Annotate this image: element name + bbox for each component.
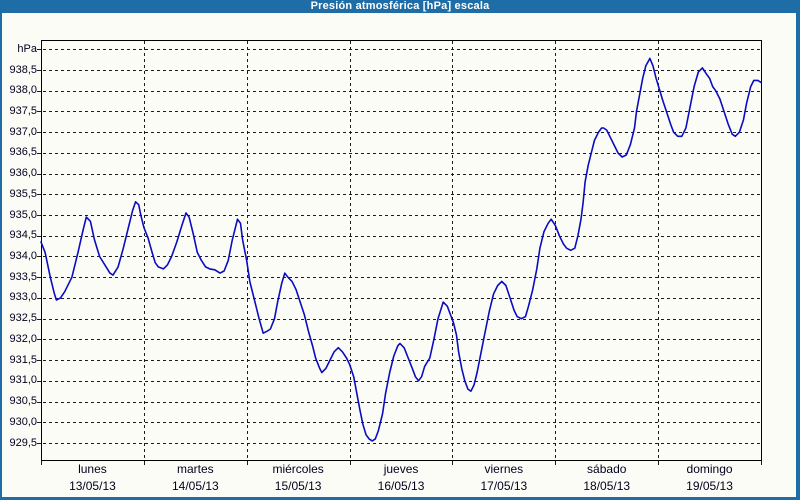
y-tick-label: 933,0	[9, 291, 37, 304]
day-label: jueves 16/05/13	[350, 462, 453, 496]
day-date: 15/05/13	[274, 479, 322, 493]
y-tick-label: 933,5	[9, 270, 37, 283]
y-tick-label: 936,0	[9, 167, 37, 180]
day-date: 16/05/13	[377, 479, 425, 493]
y-axis-unit-label: hPa	[17, 42, 37, 55]
day-name: martes	[176, 462, 214, 476]
day-name: domingo	[686, 462, 733, 476]
day-label: martes 14/05/13	[144, 462, 247, 496]
chart-panel	[2, 13, 796, 497]
y-tick-label: 932,0	[9, 332, 37, 345]
y-tick-label: 936,5	[9, 146, 37, 159]
y-tick-label: 930,0	[9, 415, 37, 428]
day-name: viernes	[484, 462, 524, 476]
y-tick-label: 934,5	[9, 229, 37, 242]
day-label: lunes 13/05/13	[41, 462, 144, 496]
y-tick-label: 934,0	[9, 250, 37, 262]
y-tick-label: 931,0	[9, 374, 37, 387]
day-label: sábado 18/05/13	[555, 462, 658, 496]
y-tick-label: 935,5	[9, 187, 37, 200]
window-title: Presión atmosférica [hPa] escala	[310, 0, 490, 12]
day-date: 18/05/13	[583, 479, 631, 493]
y-tick-label: 935,0	[9, 208, 37, 221]
y-tick-label: 932,5	[9, 312, 37, 325]
pressure-series-line	[40, 57, 762, 442]
day-name: sábado	[587, 462, 627, 476]
day-name: lunes	[78, 462, 107, 476]
day-label: viernes 17/05/13	[452, 462, 555, 496]
day-date: 17/05/13	[480, 479, 528, 493]
y-tick-label: 937,5	[9, 104, 37, 117]
plot-border	[41, 40, 762, 461]
title-bar: Presión atmosférica [hPa] escala	[0, 0, 800, 13]
y-tick-label: 938,5	[9, 63, 37, 76]
day-date: 14/05/13	[171, 479, 219, 493]
day-label: domingo 19/05/13	[658, 462, 761, 496]
day-date: 19/05/13	[686, 479, 733, 493]
y-tick-label: 931,5	[9, 353, 37, 366]
day-name: jueves	[383, 462, 419, 476]
y-tick-label: 929,5	[9, 436, 37, 449]
day-name: miércoles	[272, 462, 324, 476]
day-date: 13/05/13	[69, 479, 116, 493]
y-tick-label: 930,5	[9, 395, 37, 408]
y-tick-label: 937,0	[9, 125, 37, 138]
y-tick-label: 938,0	[9, 84, 37, 97]
day-label: miércoles 15/05/13	[247, 462, 350, 496]
